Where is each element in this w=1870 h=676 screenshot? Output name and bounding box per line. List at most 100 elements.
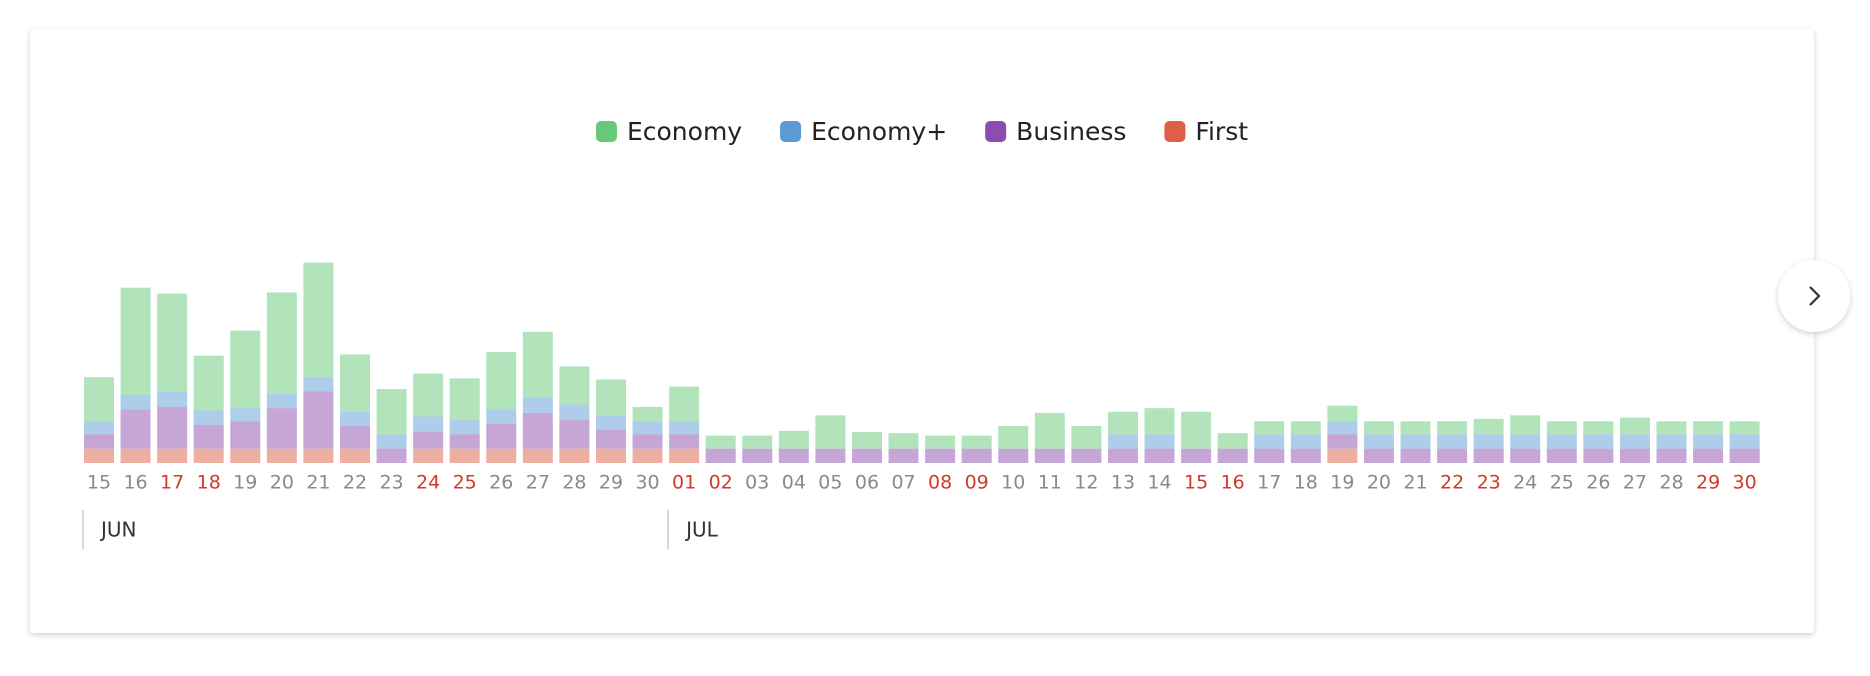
bar-segment (1437, 421, 1468, 435)
bar-segment (522, 397, 553, 413)
bar-segment (632, 434, 663, 449)
x-tick-label: 15 (87, 472, 111, 494)
x-tick-label: 18 (1294, 472, 1318, 494)
bar-segment (1729, 421, 1760, 435)
x-tick-label: 16 (123, 472, 147, 494)
bar-segment (778, 430, 809, 449)
bar-segment (339, 448, 370, 463)
bar-segment (595, 379, 626, 416)
bar-segment (1400, 434, 1431, 449)
x-tick-label: 26 (489, 472, 513, 494)
bar-segment (413, 431, 444, 449)
bar-segment (84, 448, 114, 463)
next-button-circle[interactable] (1778, 260, 1850, 332)
bar-segment (1400, 421, 1431, 435)
legend-label: Business (1016, 117, 1126, 146)
x-tick-label: 13 (1111, 472, 1135, 494)
bar-segment (888, 433, 919, 449)
x-tick-label: 12 (1074, 472, 1098, 494)
x-tick-label: 05 (818, 472, 842, 494)
month-label: JUN (99, 518, 137, 542)
bar-segment (1546, 448, 1577, 463)
legend-swatch (985, 121, 1007, 142)
bar-segment (1181, 411, 1212, 449)
bar-segment (522, 331, 553, 398)
x-tick-label: 25 (453, 472, 477, 494)
bar-segment (559, 404, 590, 421)
bar-segment (669, 421, 700, 435)
x-tick-label: 29 (1696, 472, 1720, 494)
bar-segment (193, 448, 224, 463)
bar-segment (632, 421, 663, 435)
x-tick-label: 16 (1221, 472, 1245, 494)
bar-segment (1254, 421, 1285, 435)
bar-segment (266, 408, 297, 449)
legend-swatch (1164, 121, 1186, 142)
x-tick-label: 01 (672, 472, 696, 494)
bar-segment (303, 262, 334, 378)
x-tick-label: 21 (1403, 472, 1427, 494)
x-tick-label: 19 (1330, 472, 1354, 494)
bar-segment (157, 448, 188, 463)
bar-segment (339, 354, 370, 412)
bar-segment (1437, 434, 1468, 449)
bar-segment (1071, 426, 1102, 449)
bar-segment (303, 448, 334, 463)
bar-segment (1693, 448, 1724, 463)
bar-segment (1437, 448, 1468, 463)
x-tick-label: 06 (855, 472, 879, 494)
bar-segment (120, 409, 151, 449)
bar-segment (120, 395, 151, 410)
bar-segment (84, 434, 114, 449)
bar-segment (1473, 418, 1504, 435)
x-tick-label: 02 (709, 472, 733, 494)
bar-segment (815, 448, 846, 463)
bar-segment (705, 448, 736, 463)
card (30, 29, 1814, 633)
bar-segment (1144, 408, 1175, 435)
bar-segment (1107, 411, 1138, 435)
bar-segment (742, 435, 773, 449)
bar-segment (120, 287, 151, 396)
x-tick-label: 08 (928, 472, 952, 494)
legend-label: First (1195, 117, 1248, 146)
legend-label: Economy (627, 117, 742, 146)
x-tick-label: 25 (1550, 472, 1574, 494)
x-tick-label: 26 (1586, 472, 1610, 494)
x-tick-label: 28 (562, 472, 586, 494)
bar-segment (1656, 448, 1687, 463)
legend-label: Economy+ (811, 117, 947, 146)
bar-segment (413, 373, 444, 417)
bar-segment (230, 421, 261, 449)
bar-segment (1583, 421, 1614, 435)
bar-segment (522, 448, 553, 463)
bar-segment (1363, 434, 1394, 449)
next-button[interactable] (1778, 260, 1850, 332)
bar-segment (303, 377, 334, 392)
bar-segment (1034, 448, 1065, 463)
bar-segment (851, 448, 882, 463)
bar-segment (1583, 448, 1614, 463)
x-tick-label: 27 (1623, 472, 1647, 494)
bar-segment (1473, 448, 1504, 463)
bar-segment (157, 391, 188, 407)
bar-segment (193, 410, 224, 425)
bar-segment (157, 406, 188, 449)
bar-segment (449, 378, 480, 421)
next-chevron[interactable] (1809, 286, 1821, 306)
bar-segment (1144, 434, 1175, 449)
bar-segment (961, 435, 992, 449)
legend: Economy Economy+ Business First (595, 117, 1248, 146)
x-tick-label: 27 (526, 472, 550, 494)
bar-segment (742, 448, 773, 463)
bar-segment (1290, 434, 1321, 449)
bar-segment (193, 424, 224, 449)
bar-segment (1656, 434, 1687, 449)
bar-segment (1510, 415, 1541, 435)
bar-segment (449, 434, 480, 449)
bar-segment (998, 448, 1029, 463)
bar-segment (376, 389, 407, 435)
x-tick-label: 30 (1733, 472, 1757, 494)
bar-segment (266, 448, 297, 463)
